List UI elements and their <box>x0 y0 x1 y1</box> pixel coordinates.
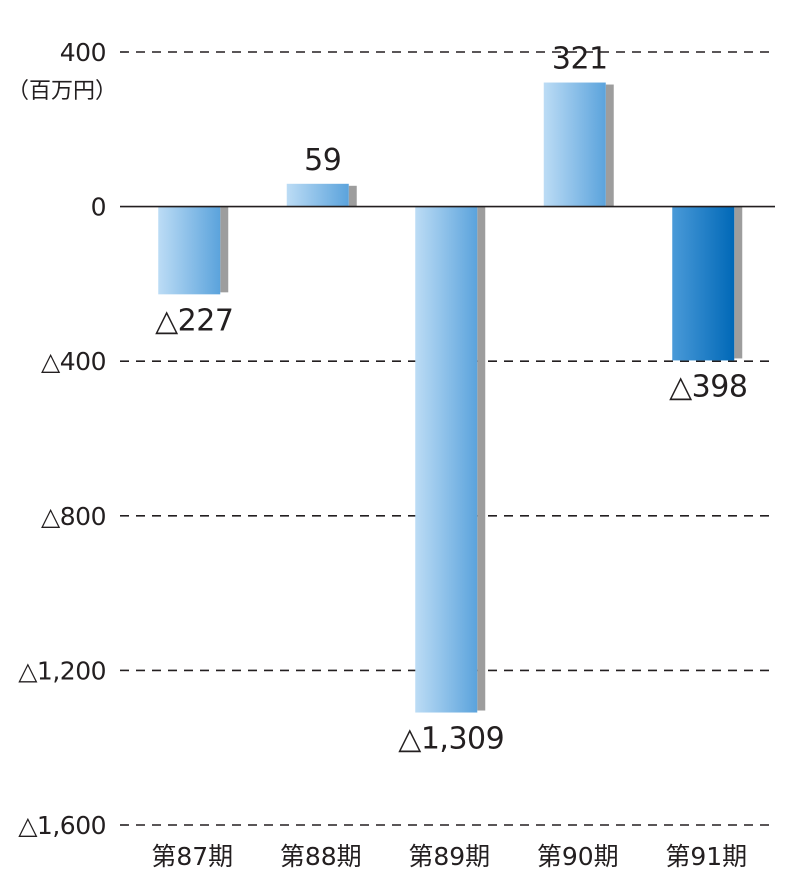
x-tick-label: 第88期 <box>280 842 362 871</box>
y-tick-label: △1,600 <box>18 811 106 840</box>
bar-shadow <box>605 84 614 207</box>
y-tick-label: △1,200 <box>18 656 106 685</box>
bar-shadow <box>477 206 486 711</box>
y-axis-ticks: 400 0 △400 △800 △1,200 △1,600 <box>18 38 106 840</box>
bars <box>158 82 743 713</box>
data-label: 59 <box>304 143 341 178</box>
data-label: △1,309 <box>398 722 504 757</box>
x-tick-label: 第89期 <box>408 842 490 871</box>
bar-shadow <box>348 185 357 207</box>
y-tick-label: 0 <box>91 193 106 222</box>
data-labels: △227 59 △1,309 321 △398 <box>155 42 748 757</box>
bar <box>415 206 478 713</box>
data-label: △398 <box>669 369 747 404</box>
x-axis-ticks: 第87期 第88期 第89期 第90期 第91期 <box>151 842 747 871</box>
bar-shadow <box>220 206 229 293</box>
bar <box>158 206 221 295</box>
y-tick-label: △800 <box>41 502 106 531</box>
x-tick-label: 第90期 <box>537 842 619 871</box>
y-axis-unit-label: （百万円） <box>7 79 117 104</box>
x-tick-label: 第91期 <box>665 842 747 871</box>
x-tick-label: 第87期 <box>151 842 233 871</box>
data-label: 321 <box>552 42 608 77</box>
bar <box>672 206 735 361</box>
bar-shadow <box>734 206 743 359</box>
bar <box>286 183 349 207</box>
data-label: △227 <box>155 303 233 338</box>
y-tick-label: 400 <box>60 38 106 67</box>
y-tick-label: △400 <box>41 347 106 376</box>
bar <box>543 82 606 207</box>
